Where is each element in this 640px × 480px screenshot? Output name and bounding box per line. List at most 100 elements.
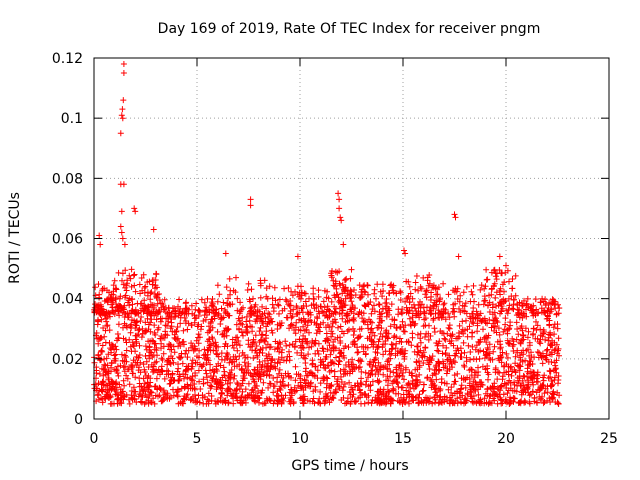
data-point xyxy=(537,299,544,306)
data-point xyxy=(443,344,450,351)
data-point xyxy=(420,387,427,394)
data-point xyxy=(111,386,118,393)
data-point xyxy=(376,336,383,343)
data-point xyxy=(476,355,483,362)
data-point xyxy=(519,377,526,384)
data-point xyxy=(280,395,287,402)
data-point xyxy=(157,386,164,393)
data-point xyxy=(275,356,282,363)
data-point xyxy=(222,325,229,332)
data-point xyxy=(440,301,447,308)
data-point xyxy=(115,372,122,379)
data-point xyxy=(484,365,491,372)
data-point xyxy=(417,330,424,337)
data-point xyxy=(200,318,207,324)
data-point xyxy=(332,386,339,393)
data-point xyxy=(235,338,242,344)
y-tick-label: 0.02 xyxy=(52,352,83,368)
data-point xyxy=(335,190,342,197)
data-point xyxy=(359,315,366,322)
data-point xyxy=(95,318,102,325)
data-point xyxy=(412,366,419,373)
data-point xyxy=(250,295,256,302)
data-point xyxy=(451,352,458,359)
data-point xyxy=(552,399,559,405)
data-point xyxy=(138,275,145,281)
data-point xyxy=(452,359,458,366)
data-point xyxy=(165,371,172,377)
data-point xyxy=(118,229,125,236)
data-point xyxy=(257,346,264,353)
data-point xyxy=(98,395,105,402)
data-point xyxy=(263,344,270,351)
data-point xyxy=(145,400,152,407)
data-point xyxy=(397,289,404,296)
data-point xyxy=(479,363,486,370)
data-point xyxy=(277,359,284,366)
data-point xyxy=(241,369,248,376)
data-point xyxy=(481,315,488,322)
data-point xyxy=(466,323,473,330)
data-point xyxy=(377,388,384,395)
data-point xyxy=(421,316,428,323)
data-point xyxy=(475,391,482,398)
data-point xyxy=(340,241,347,248)
data-point xyxy=(233,321,240,328)
data-point xyxy=(131,282,138,289)
data-point xyxy=(521,399,528,406)
data-point xyxy=(104,389,111,396)
data-point xyxy=(246,317,253,324)
data-point xyxy=(495,325,502,332)
data-point xyxy=(327,351,334,358)
data-point xyxy=(156,291,162,297)
data-point xyxy=(218,389,225,396)
data-point xyxy=(461,396,468,403)
data-point xyxy=(330,339,337,345)
data-point xyxy=(243,313,250,320)
data-point xyxy=(423,394,429,401)
data-point xyxy=(300,345,307,351)
data-point xyxy=(394,380,401,387)
data-point xyxy=(535,386,541,393)
data-point xyxy=(431,394,438,401)
data-point xyxy=(110,282,117,289)
data-point xyxy=(226,275,233,282)
data-point xyxy=(177,320,184,327)
data-point xyxy=(192,306,199,313)
data-point xyxy=(505,379,512,386)
data-point xyxy=(113,294,119,301)
data-point xyxy=(545,305,552,311)
data-point xyxy=(240,332,246,339)
data-point xyxy=(301,376,308,383)
data-point xyxy=(446,322,453,329)
data-point xyxy=(241,359,248,366)
data-point xyxy=(151,400,158,407)
data-point xyxy=(475,301,482,308)
data-point xyxy=(207,367,213,374)
data-point xyxy=(120,396,127,403)
data-point xyxy=(288,386,294,393)
chart-title: Day 169 of 2019, Rate Of TEC Index for r… xyxy=(158,21,541,37)
data-point xyxy=(191,319,198,326)
data-point xyxy=(481,395,488,402)
data-point xyxy=(132,388,139,395)
data-point xyxy=(351,365,358,372)
data-point xyxy=(121,302,128,309)
data-point xyxy=(445,324,452,331)
data-point xyxy=(426,359,433,366)
data-point xyxy=(181,341,187,348)
data-point xyxy=(518,323,525,330)
data-point xyxy=(196,354,202,361)
data-point xyxy=(472,346,479,353)
data-point xyxy=(300,400,307,407)
data-point xyxy=(242,386,249,393)
data-point xyxy=(155,366,162,373)
data-point xyxy=(546,367,553,374)
data-point xyxy=(102,339,109,346)
data-point xyxy=(426,272,433,278)
data-point xyxy=(150,338,157,345)
data-point xyxy=(191,381,198,387)
data-point xyxy=(249,324,255,330)
data-point xyxy=(285,382,292,388)
data-point xyxy=(390,369,397,376)
